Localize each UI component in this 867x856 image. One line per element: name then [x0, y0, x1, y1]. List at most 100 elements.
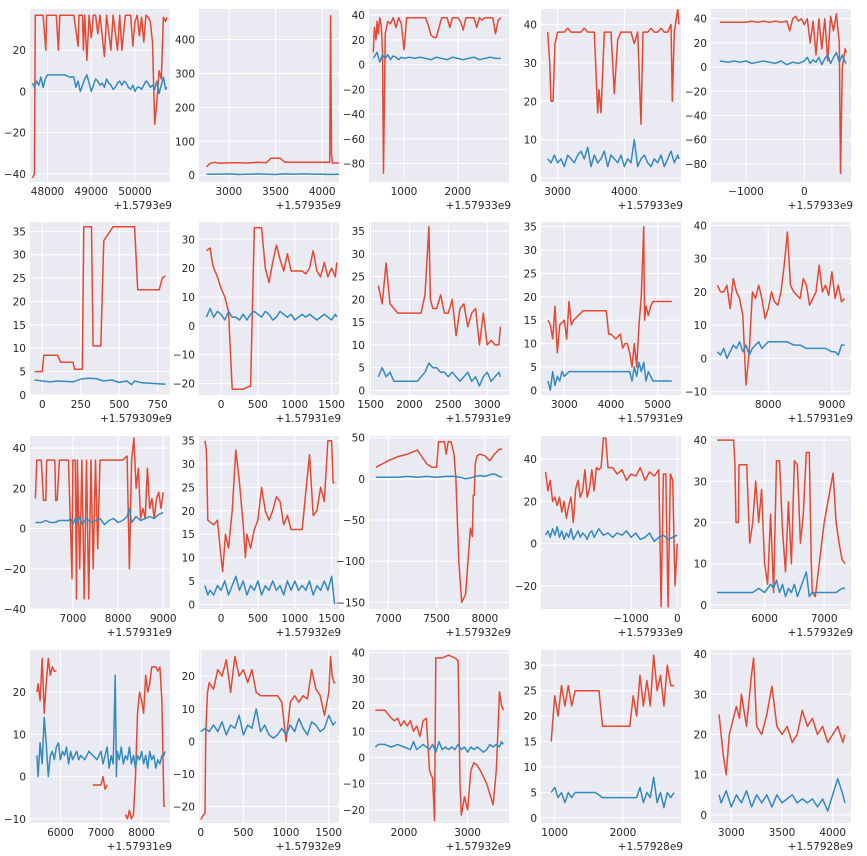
- y-tick-label: 10: [524, 135, 537, 147]
- series-line-2: [718, 777, 846, 812]
- x-tick-label: 1500: [318, 399, 345, 411]
- subplot-8: 1500 2000 2500 3000 0 5 10 15 20 25 30 35 +1.57931e9: [352, 222, 511, 425]
- y-tick-label: 40: [694, 435, 707, 447]
- y-tick-label: 10: [182, 292, 195, 304]
- y-tick-label: 20: [352, 35, 365, 47]
- y-tick-label: 20: [352, 700, 365, 712]
- y-tick-label: 0: [19, 524, 26, 536]
- y-tick-label: 35: [13, 226, 26, 238]
- y-tick-label: 5: [19, 367, 26, 379]
- y-tick-label: 40: [13, 443, 26, 455]
- x-tick-label: 0: [218, 613, 225, 625]
- series-line-2: [204, 575, 336, 605]
- y-tick-label: 0: [700, 62, 707, 74]
- y-tick-label: −100: [336, 556, 365, 568]
- subplot-14: −1000 0 −20 0 20 40 +1.57933e9: [515, 436, 683, 639]
- y-tick-label: 0: [19, 390, 26, 402]
- y-tick-label: 30: [13, 250, 26, 262]
- y-tick-label: 20: [524, 496, 537, 508]
- y-tick-label: −50: [343, 515, 365, 527]
- series-line-2: [375, 473, 503, 480]
- y-tick-label: 0: [530, 539, 537, 551]
- series-line-1: [205, 15, 339, 168]
- subplot-7: 0 500 1000 1500 −20 −10 0 10 20 30 +1.57931e9: [173, 222, 345, 425]
- y-tick-label: 200: [175, 102, 195, 114]
- y-tick-label: −60: [343, 134, 365, 146]
- x-tick-label: 0: [218, 399, 225, 411]
- y-tick-label: 20: [13, 687, 26, 699]
- y-tick-label: −10: [173, 769, 195, 781]
- y-tick-label: 30: [182, 459, 195, 471]
- series-line-1: [375, 654, 505, 822]
- x-tick-label: 1000: [541, 827, 568, 839]
- series-line-1: [34, 225, 166, 373]
- x-tick-label: 0: [801, 186, 808, 198]
- y-tick-label: 15: [352, 317, 365, 329]
- subplot-2: 3000 3500 4000 0 100 200 300 400 +1.57935e9: [175, 9, 341, 212]
- series-line-1: [205, 227, 338, 390]
- y-tick-label: 10: [694, 770, 707, 782]
- plot-area: [369, 9, 509, 182]
- plot-area: [711, 650, 851, 823]
- x-offset-label: +1.5793e9: [113, 200, 172, 212]
- y-tick-label: 20: [13, 45, 26, 57]
- x-offset-label: +1.57931e9: [618, 413, 683, 425]
- plot-area: [199, 222, 339, 395]
- x-tick-label: −1000: [728, 186, 764, 198]
- series-line-2: [719, 51, 847, 66]
- plot-area: [369, 650, 509, 823]
- subplot-19: 1000 2000 0 5 10 15 20 25 30 +1.57928e9: [524, 650, 683, 853]
- x-offset-label: +1.57931e9: [276, 413, 341, 425]
- y-tick-label: 15: [524, 737, 537, 749]
- y-tick-label: 10: [694, 559, 707, 571]
- x-offset-label: +1.57928e9: [618, 841, 683, 853]
- y-tick-label: 10: [352, 340, 365, 352]
- series-line-2: [206, 173, 339, 176]
- subplot-18: 2000 3000 −20 −10 0 10 20 30 40 +1.57932e9: [343, 648, 511, 853]
- x-tick-label: 0: [674, 613, 681, 625]
- x-tick-label: 3000: [454, 827, 481, 839]
- x-tick-label: 5000: [644, 399, 671, 411]
- y-tick-label: −150: [336, 597, 365, 609]
- x-offset-label: +1.57932e9: [276, 627, 341, 639]
- series-line-2: [716, 341, 845, 360]
- y-tick-label: 10: [182, 553, 195, 565]
- y-tick-label: 35: [352, 226, 365, 238]
- x-offset-label: +1.57932e9: [446, 627, 511, 639]
- y-tick-label: 0: [188, 736, 195, 748]
- y-tick-label: 20: [13, 296, 26, 308]
- x-tick-label: 500: [248, 399, 268, 411]
- y-tick-label: 10: [13, 729, 26, 741]
- subplot-13: 7000 7500 8000 −150 −100 −50 0 50 +1.57932e9: [336, 433, 511, 639]
- y-tick-label: 10: [13, 343, 26, 355]
- subplot-3: 1000 2000 −80 −60 −40 −20 0 20 40 +1.57933e9: [343, 9, 511, 212]
- y-tick-label: 15: [182, 529, 195, 541]
- y-tick-label: 20: [694, 518, 707, 530]
- x-offset-label: +1.57931e9: [107, 627, 172, 639]
- series-line-2: [31, 74, 168, 95]
- y-tick-label: −20: [343, 84, 365, 96]
- y-tick-label: 40: [694, 220, 707, 232]
- y-tick-label: −40: [4, 169, 26, 181]
- series-line-2: [92, 775, 108, 790]
- y-tick-label: 10: [352, 726, 365, 738]
- subplot-11: 7000 8000 9000 −40 −20 0 20 40 +1.57931e9: [4, 436, 177, 639]
- y-tick-label: 30: [694, 254, 707, 266]
- y-tick-label: −10: [4, 814, 26, 826]
- y-tick-label: −80: [343, 158, 365, 170]
- y-tick-label: 300: [175, 68, 195, 80]
- y-tick-label: 20: [182, 506, 195, 518]
- x-tick-label: 49000: [75, 186, 108, 198]
- series-line-1: [375, 441, 503, 604]
- x-tick-label: 1500: [315, 827, 342, 839]
- y-tick-label: 20: [524, 711, 537, 723]
- x-tick-label: 50000: [118, 186, 151, 198]
- x-tick-label: 8000: [128, 827, 155, 839]
- y-tick-label: 20: [694, 287, 707, 299]
- x-offset-label: +1.57933e9: [446, 200, 511, 212]
- plot-area: [711, 222, 851, 395]
- subplot-6: 0 250 500 750 0 5 10 15 20 25 30 35 +1.579309e9: [13, 222, 172, 425]
- x-tick-label: 1500: [357, 399, 384, 411]
- y-tick-label: −60: [685, 135, 707, 147]
- x-tick-label: 0: [39, 399, 46, 411]
